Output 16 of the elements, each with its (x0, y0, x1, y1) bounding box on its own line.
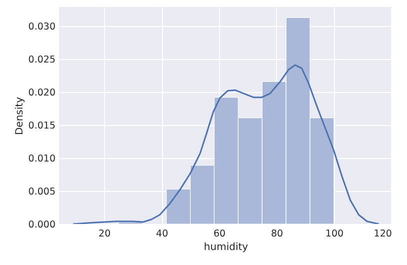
x-tick-label: 20 (98, 228, 111, 240)
x-tick-label: 120 (374, 228, 392, 240)
y-tick-label: 0.020 (28, 88, 56, 99)
y-tick-label: 0.010 (28, 154, 56, 165)
x-tick-label: 40 (156, 228, 168, 240)
x-tick-label: 100 (325, 228, 344, 240)
line-series (72, 64, 380, 224)
y-tick-label: 0.005 (28, 186, 56, 198)
y-tick-label: 0.015 (28, 120, 56, 132)
y-tick-label: 0.025 (28, 54, 56, 66)
y-tick-label: 0.030 (28, 22, 56, 33)
x-tick-label: 60 (213, 228, 226, 240)
x-tick-label: 80 (270, 228, 284, 240)
y-axis-title: Density (14, 96, 26, 136)
x-axis-title: humidity (204, 242, 248, 253)
y-tick-label: 0.000 (28, 220, 56, 230)
